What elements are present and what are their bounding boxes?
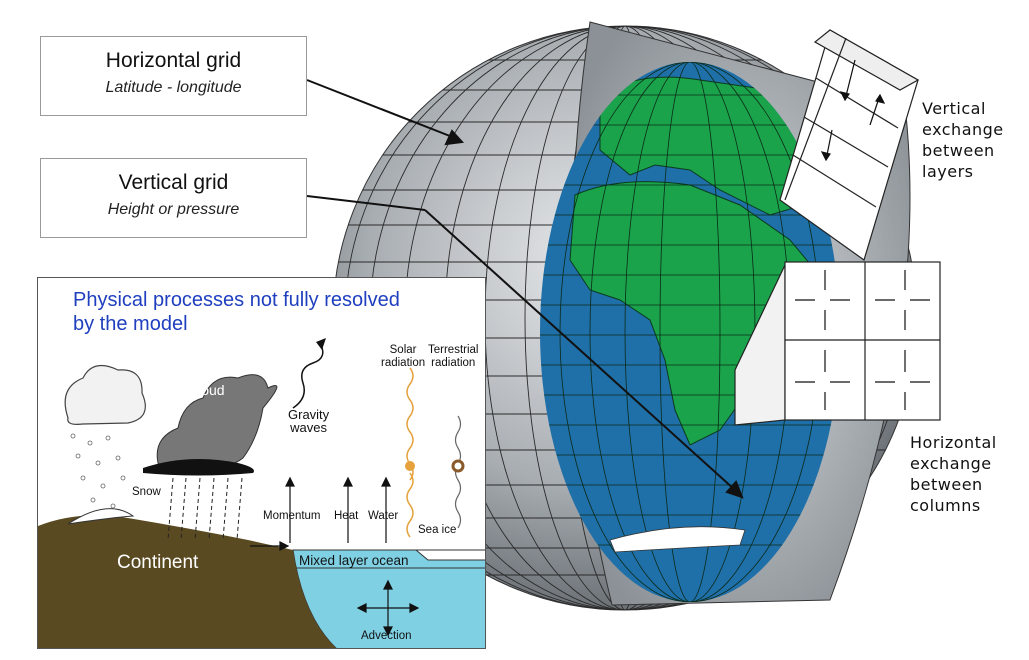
rain-lines xyxy=(167,477,243,541)
antarctic-ice xyxy=(609,526,746,553)
water-label: Water xyxy=(368,510,399,522)
solar-radiation-label: Solar radiation xyxy=(381,344,426,369)
snowflakes xyxy=(70,433,126,509)
continent-soil xyxy=(38,515,336,648)
mixed-layer-ocean-label: Mixed layer ocean xyxy=(299,553,409,568)
advection-arrows xyxy=(356,579,420,637)
terrestrial-radiation-label: Terrestrial radiation xyxy=(428,344,479,369)
continent-label: Continent xyxy=(117,552,199,573)
momentum-label: Momentum xyxy=(263,510,321,522)
vertical-grid-title: Vertical grid xyxy=(118,171,229,194)
flux-arrows xyxy=(285,476,391,543)
horizontal-exchange-label: Horizontal exchange between columns xyxy=(910,433,997,515)
gravity-waves-label: Gravity waves xyxy=(288,407,330,435)
inset-title: Physical processes not fully resolved by… xyxy=(73,289,400,335)
sun-dot xyxy=(405,461,415,471)
callout-pointers xyxy=(306,79,744,499)
horizontal-grid-callout: Horizontal grid Latitude - longitude xyxy=(40,36,307,116)
horizontal-exchange-arrows xyxy=(795,270,930,410)
vertical-exchange-arrows xyxy=(820,59,886,162)
gravity-wave-icon xyxy=(292,342,324,409)
vertical-grid-subtitle: Height or pressure xyxy=(107,201,240,218)
earth-dot xyxy=(451,459,465,473)
horizontal-grid-subtitle: Latitude - longitude xyxy=(105,79,242,96)
vertical-exchange-label: Vertical exchange between layers xyxy=(922,99,1004,181)
sea-ice-label: Sea ice xyxy=(418,524,457,536)
vertical-column xyxy=(779,29,920,261)
physical-processes-inset: Physical processes not fully resolved by… xyxy=(37,277,486,649)
heat-label: Heat xyxy=(334,510,359,522)
small-cloud-icon xyxy=(64,364,146,425)
advection-label: Advection xyxy=(361,630,412,642)
horizontal-block xyxy=(734,261,941,426)
inset-graphic xyxy=(38,338,485,648)
cloud-label: Cloud xyxy=(188,382,225,398)
sea-ice xyxy=(414,549,485,561)
snow-cover xyxy=(67,508,135,525)
runoff-arrow xyxy=(250,541,290,551)
snow-label: Snow xyxy=(132,486,161,498)
horizontal-grid-title: Horizontal grid xyxy=(105,49,242,72)
vertical-grid-callout: Vertical grid Height or pressure xyxy=(40,158,307,238)
